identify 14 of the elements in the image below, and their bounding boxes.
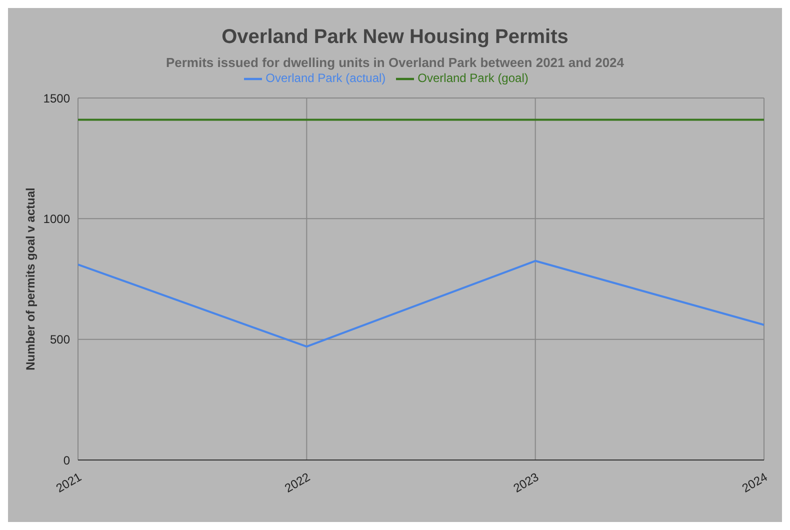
chart-title: Overland Park New Housing Permits — [220, 25, 570, 49]
line-series — [78, 260, 764, 348]
chart-subtitle: Permits issued for dwelling units in Overland Park between 2021 and 2024 — [164, 55, 626, 70]
y-tick-label: 1500 — [43, 91, 70, 106]
x-tick-label: 2024 — [740, 470, 770, 496]
legend-label: Overland Park (goal) — [418, 71, 528, 86]
y-axis-title: Number of permits goal v actual — [23, 188, 38, 370]
legend-label: Overland Park (actual) — [266, 71, 386, 86]
x-tick-label: 2021 — [54, 470, 84, 496]
y-tick-label: 500 — [50, 332, 70, 347]
x-tick-label: 2023 — [510, 470, 542, 496]
y-tick-label: 1000 — [43, 212, 70, 226]
x-tick-label: 2022 — [282, 470, 313, 496]
y-tick-label: 0 — [63, 453, 70, 468]
